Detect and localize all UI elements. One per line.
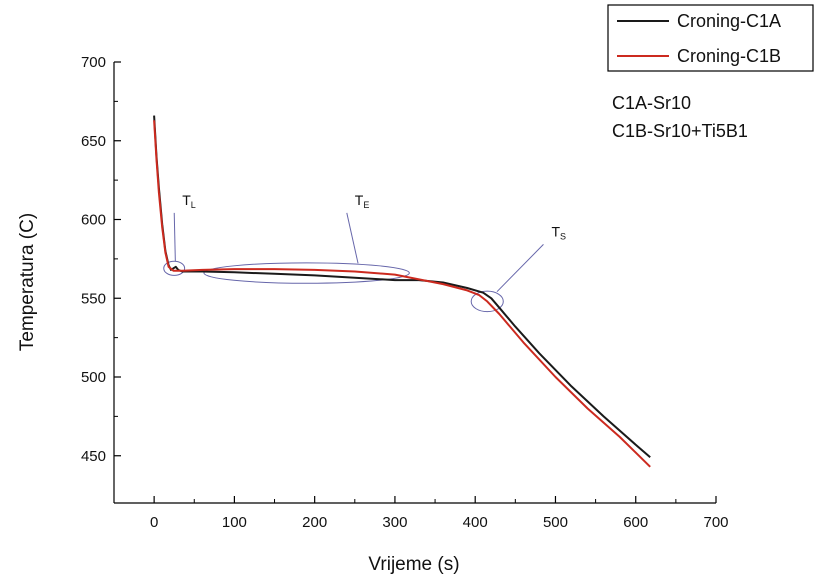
- annotation-te-label: TE: [355, 192, 370, 210]
- annotation-ts-leader: [496, 244, 544, 293]
- x-tick-label: 700: [703, 514, 728, 531]
- y-tick-label: 600: [81, 212, 106, 229]
- y-tick-label: 650: [81, 133, 106, 150]
- x-tick-label: 100: [222, 514, 247, 531]
- annotation-tl-label: TL: [182, 192, 196, 210]
- annotation-ts-label: TS: [551, 223, 566, 241]
- legend-label-c1a: Croning-C1A: [677, 11, 781, 31]
- note-c1a: C1A-Sr10: [612, 93, 691, 113]
- annotation-ts-ellipse: [470, 290, 504, 313]
- y-axis-title: Temperatura (C): [17, 213, 38, 351]
- x-tick-label: 400: [463, 514, 488, 531]
- annotation-te-leader: [346, 212, 359, 264]
- annotation-ts-subscript: S: [560, 231, 566, 241]
- series-line-c1a: [153, 115, 651, 459]
- x-axis-title: Vrijeme (s): [368, 554, 459, 575]
- note-c1b: C1B-Sr10+Ti5B1: [612, 121, 748, 141]
- annotation-tl-leader: [173, 212, 176, 262]
- x-tick-label: 200: [302, 514, 327, 531]
- y-tick-label: 550: [81, 290, 106, 307]
- legend: Croning-C1A Croning-C1B: [607, 4, 814, 72]
- chart-series: [153, 115, 651, 468]
- x-tick-label: 500: [543, 514, 568, 531]
- y-tick-label: 700: [81, 54, 106, 71]
- annotation-te-subscript: E: [363, 200, 369, 210]
- x-tick-label: 300: [382, 514, 407, 531]
- annotation-tl-ellipse: [163, 260, 186, 276]
- y-tick-label: 500: [81, 369, 106, 386]
- legend-label-c1b: Croning-C1B: [677, 46, 781, 66]
- y-tick-label: 450: [81, 448, 106, 465]
- annotation-te-ellipse: [203, 262, 410, 284]
- x-tick-label: 0: [150, 514, 158, 531]
- annotation-tl-subscript: L: [191, 200, 196, 210]
- series-line-c1b: [153, 120, 651, 468]
- chart-axes: 450 500 550 600 650 700 0 100 200 300 400 500 600 700: [81, 54, 729, 531]
- x-tick-label: 600: [623, 514, 648, 531]
- chart-annotations: TL TE TS: [163, 192, 566, 313]
- legend-box: [607, 4, 814, 72]
